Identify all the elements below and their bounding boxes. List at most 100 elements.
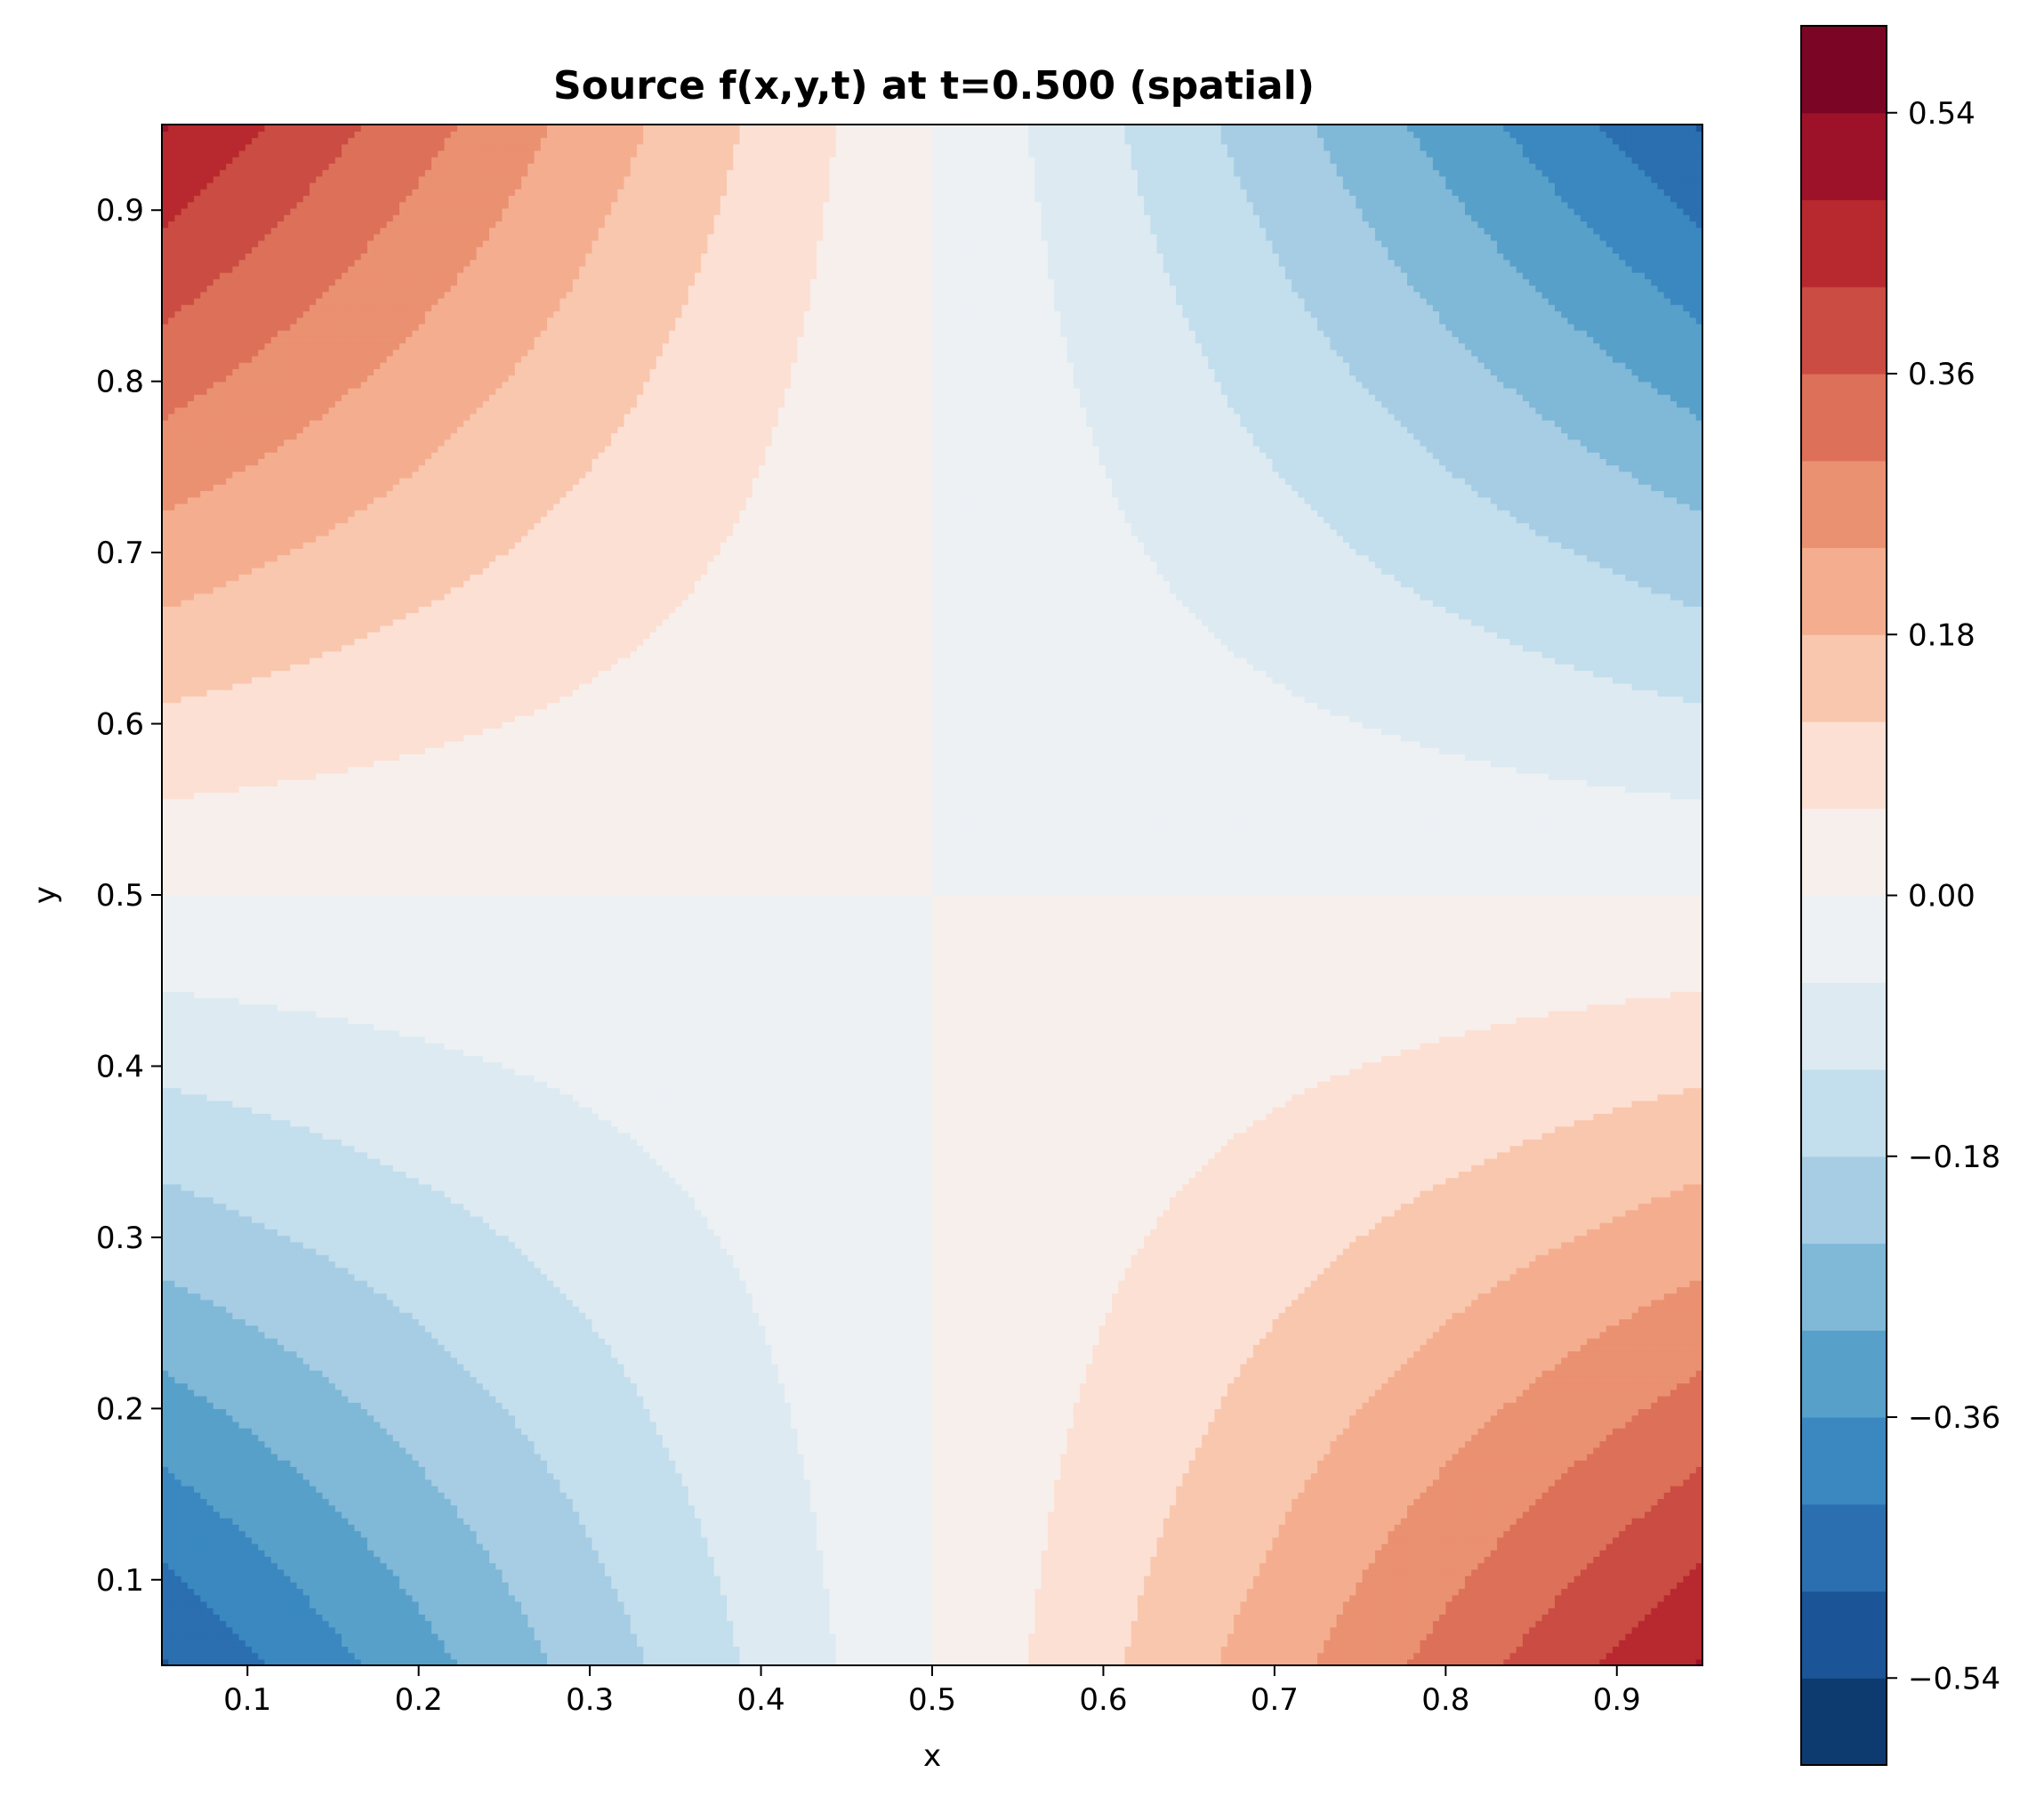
contour-cell <box>200 548 207 555</box>
contour-cell <box>168 1261 175 1268</box>
contour-cell <box>200 721 207 729</box>
contour-cell <box>181 1210 189 1217</box>
contour-cell <box>181 382 189 389</box>
contour-cell <box>194 753 201 761</box>
contour-cell <box>207 432 214 439</box>
contour-cell <box>162 972 169 979</box>
contour-cell <box>194 1344 201 1351</box>
contour-cell <box>181 1569 189 1576</box>
contour-cell <box>174 1653 181 1660</box>
contour-cell <box>200 1164 207 1172</box>
contour-cell <box>168 1286 175 1293</box>
contour-cell <box>188 471 195 479</box>
contour-cell <box>200 850 207 857</box>
contour-cell <box>188 478 195 485</box>
contour-cell <box>207 407 214 415</box>
contour-cell <box>213 1402 221 1409</box>
contour-cell <box>162 342 169 350</box>
contour-cell <box>162 1235 169 1242</box>
contour-cell <box>213 1422 221 1429</box>
contour-cell <box>200 1466 207 1473</box>
contour-cell <box>174 414 181 421</box>
contour-cell <box>207 1286 214 1293</box>
contour-cell <box>207 536 214 543</box>
contour-cell <box>207 1126 214 1133</box>
contour-cell <box>194 1498 201 1505</box>
contour-cell <box>168 1326 175 1333</box>
contour-cell <box>207 703 214 710</box>
contour-cell <box>168 561 175 568</box>
contour-cell <box>207 1511 214 1519</box>
contour-cell <box>188 1646 195 1653</box>
contour-cell <box>200 1139 207 1146</box>
contour-cell <box>162 1164 169 1172</box>
contour-cell <box>168 1049 175 1056</box>
contour-cell <box>174 189 181 196</box>
contour-cell <box>200 997 207 1004</box>
contour-cell <box>194 1447 201 1455</box>
contour-cell <box>207 484 214 491</box>
contour-cell <box>200 715 207 722</box>
contour-cell <box>213 1376 221 1383</box>
contour-cell <box>200 1633 207 1640</box>
contour-cell <box>181 1300 189 1307</box>
contour-cell <box>207 651 214 658</box>
contour-cell <box>181 574 189 581</box>
contour-cell <box>168 1100 175 1108</box>
contour-cell <box>194 471 201 479</box>
contour-cell <box>181 1184 189 1191</box>
contour-cell <box>181 1390 189 1397</box>
contour-cell <box>200 1415 207 1422</box>
contour-cell <box>200 1088 207 1095</box>
contour-cell <box>188 131 195 138</box>
contour-cell <box>213 741 221 748</box>
contour-cell <box>168 1492 175 1499</box>
contour-cell <box>168 1088 175 1095</box>
contour-cell <box>188 1274 195 1281</box>
contour-cell <box>194 1332 201 1339</box>
contour-cell <box>200 464 207 471</box>
contour-cell <box>168 793 175 800</box>
contour-cell <box>188 1043 195 1050</box>
contour-cell <box>162 721 169 729</box>
contour-cell <box>162 793 169 800</box>
contour-cell <box>162 811 169 818</box>
contour-cell <box>168 452 175 459</box>
contour-cell <box>194 157 201 164</box>
contour-cell <box>200 741 207 748</box>
contour-cell <box>200 1454 207 1461</box>
contour-cell <box>194 407 201 415</box>
contour-cell <box>213 1158 221 1165</box>
contour-cell <box>200 843 207 850</box>
contour-cell <box>174 1646 181 1653</box>
contour-cell <box>174 1530 181 1537</box>
contour-cell <box>188 1601 195 1608</box>
contour-cell <box>207 1524 214 1531</box>
contour-cell <box>168 638 175 645</box>
contour-cell <box>194 580 201 587</box>
contour-cell <box>174 490 181 497</box>
contour-cell <box>174 1440 181 1447</box>
contour-cell <box>181 882 189 890</box>
contour-cell <box>168 131 175 138</box>
contour-cell <box>194 1049 201 1056</box>
contour-cell <box>207 452 214 459</box>
contour-cell <box>207 1030 214 1037</box>
contour-cell <box>194 1582 201 1589</box>
contour-cell <box>162 388 169 395</box>
contour-cell <box>168 1556 175 1563</box>
contour-cell <box>188 292 195 299</box>
contour-cell <box>188 336 195 343</box>
contour-cell <box>174 1326 181 1333</box>
contour-cell <box>181 857 189 864</box>
contour-cell <box>174 972 181 979</box>
contour-cell <box>174 1601 181 1608</box>
contour-cell <box>200 696 207 703</box>
contour-cell <box>200 779 207 786</box>
contour-cell <box>188 1235 195 1242</box>
contour-cell <box>174 439 181 447</box>
contour-cell <box>213 696 221 703</box>
contour-cell <box>168 1614 175 1621</box>
contour-cell <box>181 747 189 754</box>
contour-cell <box>174 1608 181 1615</box>
